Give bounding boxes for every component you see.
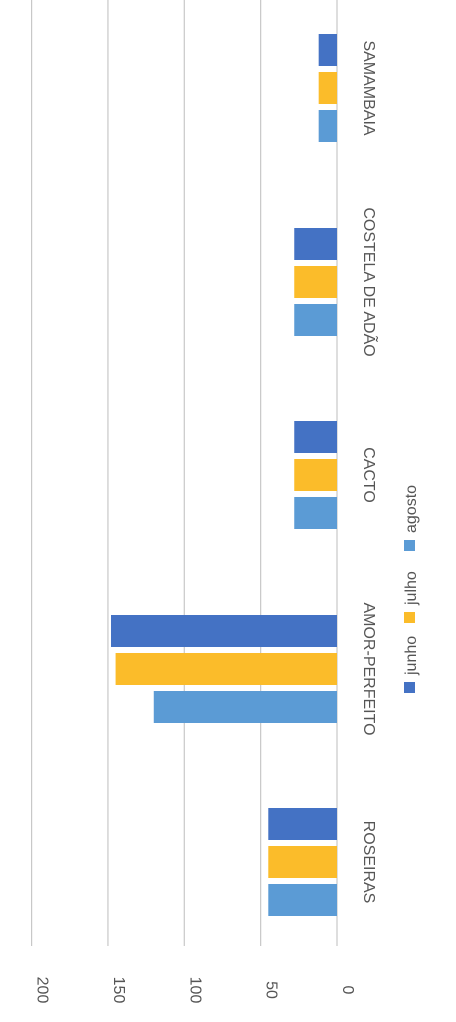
bar-julho-3 (294, 266, 337, 298)
bar-junho-0 (268, 808, 337, 840)
bar-agosto-4 (318, 110, 337, 142)
tick-label-50: 50 (263, 981, 280, 999)
tick-label-200: 200 (34, 977, 51, 1004)
category-label-1: AMOR-PERFEITO (360, 602, 377, 735)
category-label-2: CACTO (360, 447, 377, 503)
bar-julho-2 (294, 459, 337, 491)
tick-label-0: 0 (339, 986, 356, 995)
bar-agosto-0 (268, 884, 337, 916)
category-label-3: COSTELA DE ADÃO (360, 207, 380, 356)
bar-junho-4 (318, 34, 337, 66)
legend: junho julho agosto (403, 485, 420, 693)
tick-label-100: 100 (186, 977, 203, 1004)
legend-swatch-julho (404, 612, 415, 623)
bar-junho-2 (294, 421, 337, 453)
tick-label-150: 150 (110, 977, 127, 1004)
category-label-4: SAMAMBAIA (360, 40, 377, 135)
category-labels: ROSEIRAS AMOR-PERFEITO CACTO COSTELA DE ADÃ… (360, 40, 380, 903)
bar-julho-4 (318, 72, 337, 104)
bar-junho-3 (294, 228, 337, 260)
value-axis-tick-labels: 0 50 100 150 200 (34, 977, 356, 1004)
gridlines (31, 0, 338, 946)
bar-julho-1 (115, 653, 338, 685)
category-label-0: ROSEIRAS (360, 821, 377, 904)
legend-label-agosto: agosto (403, 485, 420, 533)
legend-swatch-junho (404, 682, 415, 693)
legend-label-julho: julho (403, 571, 420, 606)
legend-swatch-agosto (404, 540, 415, 551)
bar-agosto-3 (294, 304, 337, 336)
legend-label-junho: junho (403, 636, 420, 676)
bar-agosto-1 (153, 691, 337, 723)
bar-junho-1 (111, 615, 337, 647)
bar-julho-0 (268, 846, 337, 878)
bars (111, 34, 338, 916)
bar-agosto-2 (294, 497, 337, 529)
